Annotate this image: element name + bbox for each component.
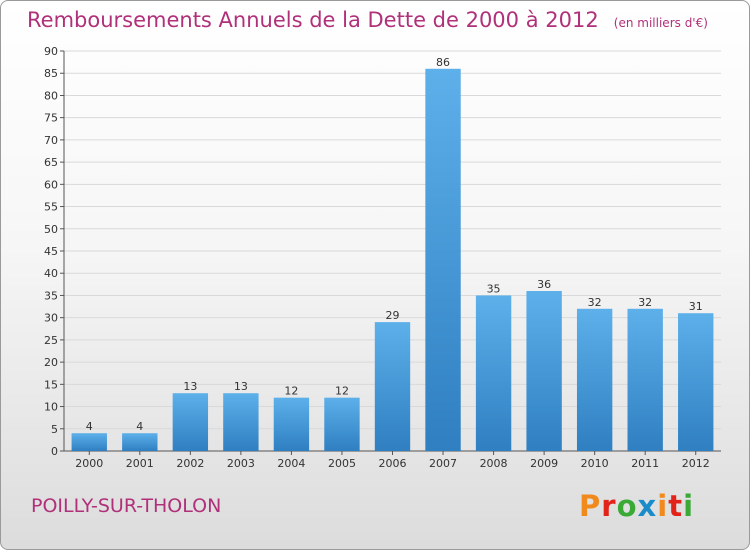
bar (122, 433, 158, 451)
y-tick-label: 30 (44, 312, 58, 325)
data-label: 36 (537, 278, 551, 291)
x-tick-label: 2006 (379, 457, 407, 470)
data-label: 35 (487, 282, 501, 295)
data-label: 13 (234, 380, 248, 393)
proxiti-logo: Proxiti (579, 489, 694, 523)
x-tick-label: 2008 (480, 457, 508, 470)
logo-letter: r (601, 489, 617, 523)
y-tick-label: 5 (51, 423, 58, 436)
x-tick-label: 2010 (581, 457, 609, 470)
data-label: 86 (436, 56, 450, 69)
bar (374, 322, 411, 451)
y-tick-label: 80 (44, 89, 58, 102)
x-tick-label: 2009 (530, 457, 558, 470)
bar (223, 393, 259, 451)
x-tick-label: 2002 (176, 457, 204, 470)
data-label: 4 (136, 420, 143, 433)
y-tick-label: 65 (44, 156, 58, 169)
bar (627, 308, 663, 451)
data-label: 12 (284, 385, 298, 398)
bar (172, 393, 209, 451)
bar (425, 68, 461, 452)
x-tick-label: 2004 (277, 457, 305, 470)
y-tick-label: 40 (44, 267, 58, 280)
y-tick-label: 20 (44, 356, 58, 369)
x-tick-label: 2003 (227, 457, 255, 470)
bar (576, 308, 613, 451)
bar (475, 295, 512, 451)
logo-letter: t (668, 489, 684, 523)
y-tick-label: 90 (44, 45, 58, 58)
x-tick-label: 2012 (682, 457, 710, 470)
chart-title-text: Remboursements Annuels de la Dette de 20… (27, 8, 599, 32)
bar (71, 433, 107, 451)
logo-letter: i (657, 489, 669, 523)
x-tick-label: 2005 (328, 457, 356, 470)
data-label: 32 (638, 296, 652, 309)
commune-name: POILLY-SUR-THOLON (31, 495, 222, 517)
logo-letter: i (683, 489, 695, 523)
logo-letter: P (579, 489, 602, 523)
data-label: 4 (86, 420, 93, 433)
chart-title: Remboursements Annuels de la Dette de 20… (27, 8, 708, 32)
data-label: 31 (689, 300, 703, 313)
bar (273, 397, 310, 451)
y-tick-label: 35 (44, 289, 58, 302)
data-label: 32 (588, 296, 602, 309)
bar (324, 397, 360, 451)
y-tick-label: 25 (44, 334, 58, 347)
logo-letter: o (616, 489, 638, 523)
bar (526, 291, 562, 451)
logo-letter: x (637, 489, 658, 523)
y-tick-label: 0 (51, 445, 58, 458)
y-tick-label: 70 (44, 134, 58, 147)
x-tick-label: 2007 (429, 457, 457, 470)
y-tick-label: 45 (44, 245, 58, 258)
y-tick-label: 75 (44, 112, 58, 125)
y-tick-label: 85 (44, 67, 58, 80)
data-label: 29 (386, 309, 400, 322)
bar (678, 313, 714, 451)
y-tick-label: 55 (44, 201, 58, 214)
chart-unit: (en milliers d'€) (613, 16, 708, 30)
y-tick-label: 60 (44, 178, 58, 191)
y-tick-label: 10 (44, 401, 58, 414)
y-tick-label: 50 (44, 223, 58, 236)
data-label: 12 (335, 385, 349, 398)
x-tick-label: 2001 (126, 457, 154, 470)
y-tick-label: 15 (44, 378, 58, 391)
x-tick-label: 2000 (75, 457, 103, 470)
data-label: 13 (183, 380, 197, 393)
x-tick-label: 2011 (631, 457, 659, 470)
